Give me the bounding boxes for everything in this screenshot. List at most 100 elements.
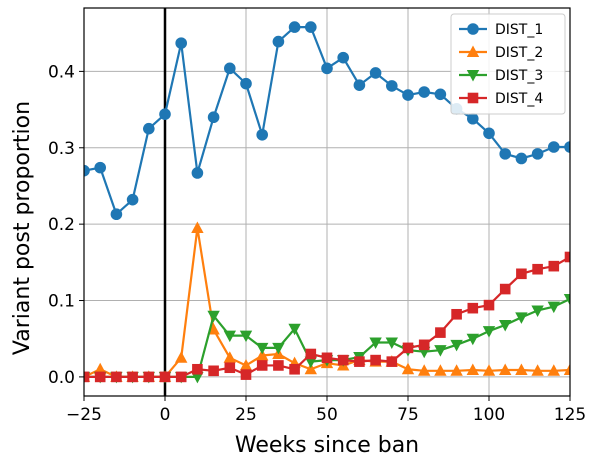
legend-box	[450, 13, 566, 115]
data-point	[547, 301, 560, 314]
data-point	[207, 111, 220, 124]
data-point	[418, 86, 431, 98]
data-point	[224, 362, 236, 374]
legend-marker	[467, 23, 479, 35]
x-tick-label: −25	[66, 405, 102, 425]
data-point	[191, 167, 204, 179]
data-point	[402, 89, 414, 101]
data-point	[304, 362, 317, 375]
data-point	[385, 337, 398, 350]
legend: DIST_1 DIST_2 DIST_3 DIST_4	[450, 13, 566, 115]
y-axis-label: Variant post proportion	[10, 101, 35, 355]
data-point	[450, 364, 463, 376]
data-point	[434, 88, 447, 101]
series-layer	[84, 21, 570, 384]
data-point	[289, 363, 300, 375]
data-point	[547, 364, 560, 376]
data-point	[256, 342, 269, 355]
data-point	[126, 193, 139, 206]
data-point	[239, 358, 253, 371]
data-point	[175, 371, 187, 383]
data-point	[515, 152, 528, 165]
data-point	[305, 348, 317, 360]
plot-area	[84, 21, 570, 384]
legend-entry: DIST_3	[459, 68, 543, 84]
legend-entry: DIST_4	[459, 91, 543, 107]
data-point	[111, 371, 122, 383]
legend-entry: DIST_1	[459, 22, 543, 38]
data-point	[224, 62, 236, 75]
data-point	[532, 263, 543, 275]
data-point	[499, 363, 512, 376]
data-point	[110, 208, 123, 221]
data-point	[515, 363, 528, 376]
data-point	[223, 351, 236, 363]
data-point	[256, 360, 268, 371]
data-point	[564, 141, 570, 153]
data-point	[288, 21, 301, 33]
data-point	[531, 364, 544, 376]
y-tick-label: 0.4	[48, 62, 75, 82]
series-dist-4	[84, 251, 570, 383]
data-point	[482, 364, 496, 376]
y-tick-label: 0.3	[48, 139, 75, 159]
data-point	[466, 333, 479, 346]
data-point	[175, 351, 188, 363]
data-point	[337, 51, 350, 64]
data-point	[143, 122, 155, 135]
data-point	[84, 164, 90, 177]
legend-marker	[466, 45, 480, 57]
data-point	[94, 161, 106, 174]
data-point	[499, 319, 512, 332]
data-point	[240, 77, 252, 90]
data-point	[466, 363, 479, 376]
data-point	[191, 221, 204, 233]
data-point	[127, 371, 138, 383]
data-point	[434, 345, 447, 357]
data-point	[370, 354, 381, 366]
data-point	[499, 148, 512, 160]
x-tick-label: 50	[316, 405, 338, 425]
data-point	[563, 294, 570, 306]
legend-label: DIST_4	[495, 91, 543, 107]
y-axis-ticks: 0.0 0.1 0.2 0.3 0.4	[48, 62, 84, 388]
data-point	[191, 371, 204, 384]
data-point	[321, 352, 333, 364]
data-point	[467, 112, 479, 125]
data-point	[94, 362, 107, 375]
y-tick-label: 0.2	[48, 215, 75, 235]
data-point	[256, 128, 269, 141]
data-point	[143, 371, 155, 383]
x-axis-ticks: −25 0 25 50 75 100 125	[66, 396, 586, 425]
data-point	[402, 342, 414, 354]
data-point	[401, 362, 415, 375]
data-point	[337, 354, 349, 366]
data-point	[192, 363, 203, 375]
y-tick-label: 0.0	[48, 368, 75, 388]
data-point	[288, 323, 301, 336]
data-point	[434, 364, 447, 376]
data-point	[531, 148, 544, 160]
data-point	[159, 108, 171, 120]
y-tick-label: 0.1	[48, 292, 75, 312]
x-tick-label: 0	[160, 405, 171, 425]
data-point	[564, 251, 570, 263]
data-point	[483, 299, 495, 311]
data-point	[483, 127, 495, 140]
data-point	[386, 80, 398, 92]
x-tick-label: 75	[397, 405, 419, 425]
data-point	[467, 302, 479, 314]
data-point	[272, 35, 285, 48]
data-point	[159, 371, 171, 383]
data-point	[418, 364, 431, 376]
x-tick-label: 25	[235, 405, 257, 425]
legend-entry: DIST_2	[459, 45, 543, 61]
data-point	[516, 268, 527, 280]
series-dist-1	[84, 21, 570, 221]
data-point	[369, 337, 382, 350]
data-point	[321, 62, 333, 75]
data-point	[94, 371, 106, 383]
data-point	[369, 67, 382, 79]
